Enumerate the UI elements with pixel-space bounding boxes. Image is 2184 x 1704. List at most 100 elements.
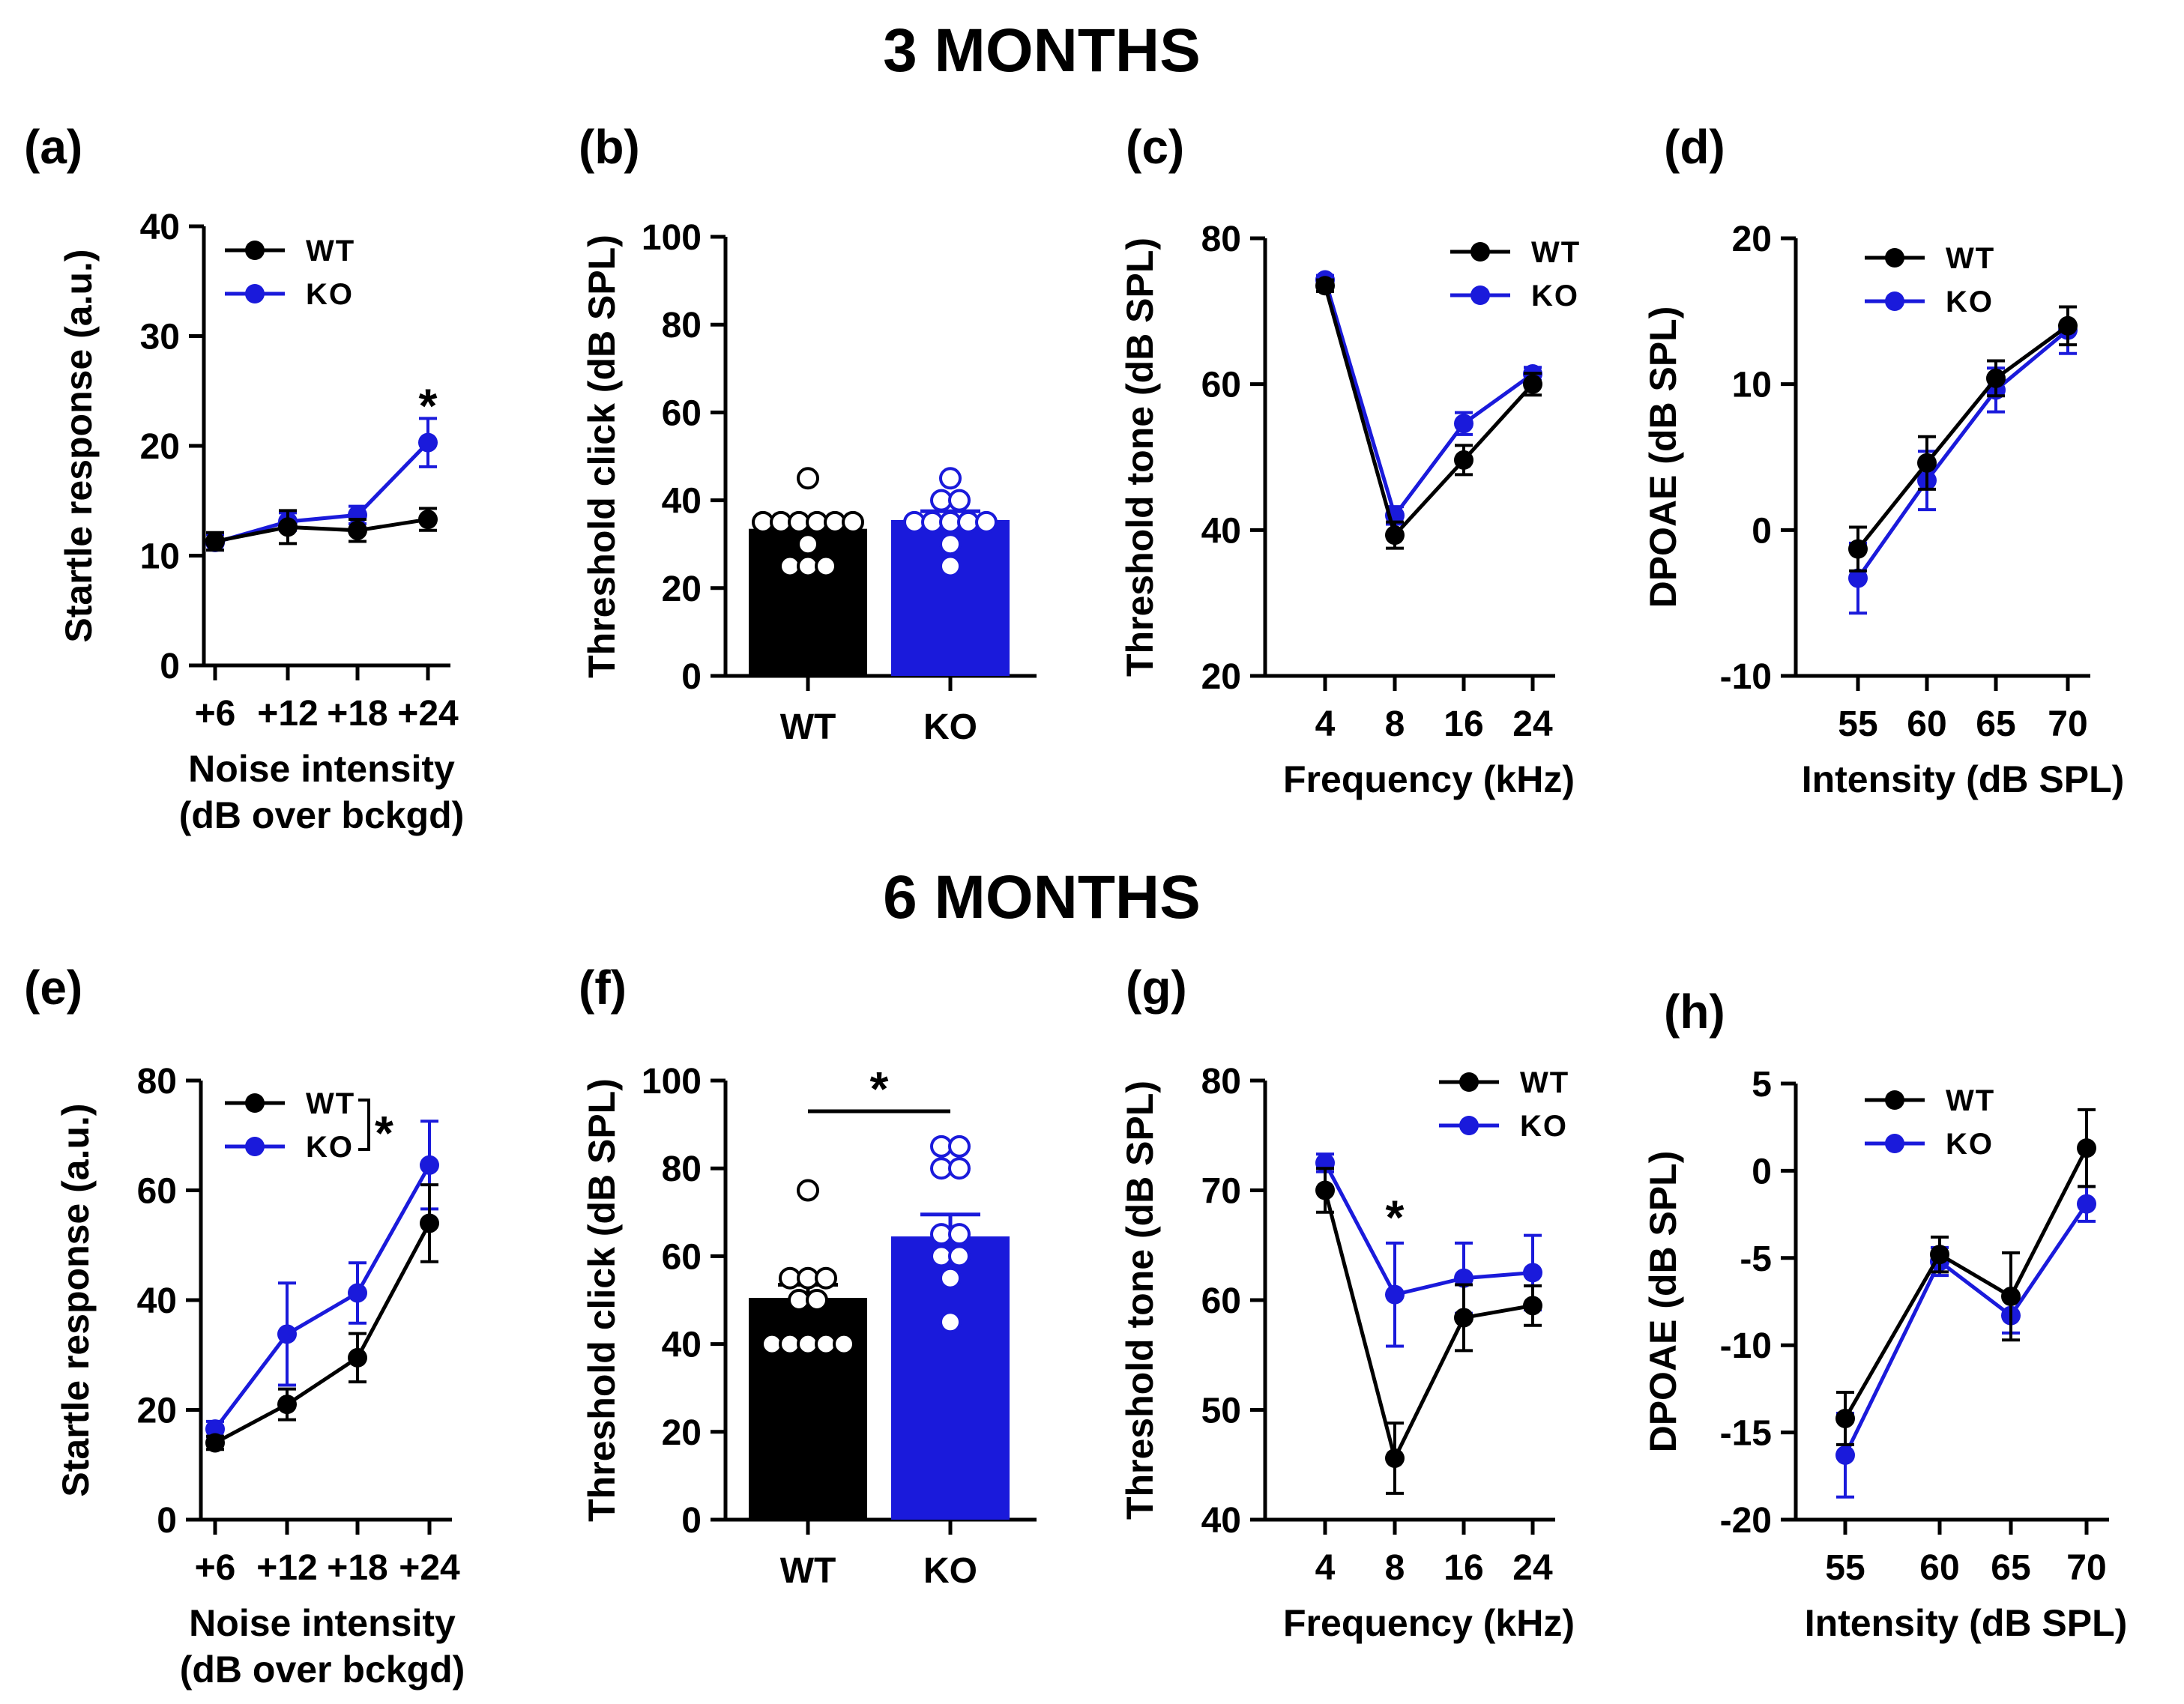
data-point-ko-b — [975, 510, 998, 534]
legend-marker-ko-c — [1470, 285, 1490, 305]
data-point-ko-f — [939, 1266, 962, 1290]
panel-label-g: (g) — [1126, 961, 1187, 1015]
legend-label-ko-d: KO — [1946, 285, 1994, 318]
x-axis-title-h: Intensity (dB SPL) — [1805, 1602, 2128, 1644]
legend-label-ko-h: KO — [1946, 1128, 1994, 1161]
y-tick-label-e: 80 — [137, 1062, 177, 1102]
data-point-wt-b — [797, 533, 819, 556]
x-tick-label-g: 8 — [1385, 1548, 1405, 1588]
x-tick-label-d: 55 — [1838, 704, 1877, 744]
data-point-wt-g — [1523, 1296, 1542, 1316]
y-tick-label-a: 10 — [140, 537, 180, 577]
x-tick-label-h: 60 — [1919, 1548, 1959, 1588]
y-tick-label-c: 40 — [1201, 511, 1241, 551]
y-axis-title-c: Threshold tone (dB SPL) — [1119, 238, 1161, 677]
data-point-wt-d — [2058, 315, 2078, 336]
data-point-wt-a — [278, 517, 298, 537]
legend-label-wt-a: WT — [306, 235, 355, 268]
data-point-ko-d — [1848, 568, 1868, 588]
series-line-ko-c — [1323, 279, 1534, 520]
series-line-ko-d — [1856, 328, 2069, 580]
y-tick-label-h: -20 — [1720, 1501, 1772, 1541]
data-point-wt-g — [1385, 1448, 1405, 1468]
y-tick-label-f: 100 — [642, 1062, 702, 1102]
y-axis-title-e: Startle response (a.u.) — [55, 1103, 97, 1496]
y-tick-label-c: 20 — [1201, 657, 1241, 697]
data-point-ko-f — [939, 1311, 962, 1334]
y-tick-label-a: 30 — [140, 318, 180, 357]
x-axis-title-a: (dB over bckgd) — [179, 794, 465, 836]
y-tick-label-a: 0 — [160, 647, 180, 686]
data-point-ko-f — [948, 1245, 971, 1268]
x-tick-label-d: 65 — [1976, 704, 2015, 744]
legend-marker-ko-g — [1459, 1116, 1479, 1135]
panel-label-d: (d) — [1664, 120, 1725, 174]
y-tick-label-g: 80 — [1201, 1062, 1241, 1102]
x-tick-label-h: 65 — [1991, 1548, 2030, 1588]
legend-label-wt-c: WT — [1531, 236, 1581, 269]
panel-label-f: (f) — [579, 961, 627, 1015]
x-tick-label-c: 4 — [1315, 704, 1336, 744]
x-tick-label-a: +12 — [257, 694, 318, 734]
y-tick-label-g: 60 — [1201, 1281, 1241, 1321]
x-tick-label-h: 55 — [1825, 1548, 1865, 1588]
y-tick-label-b: 80 — [662, 306, 702, 345]
y-tick-label-h: -10 — [1720, 1326, 1772, 1366]
data-point-ko-h — [1835, 1445, 1855, 1465]
y-tick-label-f: 40 — [662, 1326, 702, 1365]
y-tick-label-g: 40 — [1201, 1501, 1241, 1541]
data-point-wt-e — [420, 1213, 439, 1233]
series-line-wt-c — [1323, 285, 1534, 540]
y-axis-title-g: Threshold tone (dB SPL) — [1119, 1081, 1161, 1520]
x-tick-label-b: WT — [780, 707, 836, 747]
y-tick-label-e: 0 — [157, 1501, 177, 1541]
section-title-3-months: 3 MONTHS — [883, 16, 1201, 85]
x-tick-label-f: WT — [780, 1551, 836, 1591]
y-tick-label-e: 60 — [137, 1172, 177, 1212]
y-tick-label-e: 40 — [137, 1281, 177, 1321]
legend-marker-wt-c — [1470, 242, 1490, 262]
series-line-wt-e — [214, 1222, 432, 1445]
data-point-ko-f — [948, 1135, 971, 1158]
data-point-wt-c — [1315, 276, 1335, 296]
y-tick-label-f: 60 — [662, 1237, 702, 1277]
data-point-ko-b — [948, 489, 971, 512]
y-tick-label-b: 100 — [642, 218, 702, 258]
data-point-wt-g — [1454, 1308, 1473, 1328]
legend-label-ko-e: KO — [306, 1131, 354, 1164]
y-tick-label-h: 5 — [1752, 1065, 1772, 1105]
data-point-ko-e — [420, 1155, 439, 1175]
legend-label-ko-g: KO — [1520, 1110, 1568, 1143]
data-point-wt-a — [418, 510, 438, 530]
data-point-wt-d — [1848, 539, 1868, 559]
y-tick-label-b: 20 — [662, 569, 702, 609]
y-tick-label-h: 0 — [1752, 1152, 1772, 1191]
significance-star-a: * — [419, 379, 438, 433]
y-tick-label-d: 20 — [1732, 220, 1772, 259]
y-axis-title-d: DPOAE (dB SPL) — [1642, 306, 1684, 608]
y-tick-label-a: 40 — [140, 208, 180, 247]
y-tick-label-h: -5 — [1740, 1239, 1772, 1279]
data-point-ko-f — [948, 1223, 971, 1246]
x-tick-label-a: +6 — [195, 694, 236, 734]
legend-label-wt-h: WT — [1946, 1084, 1995, 1117]
x-tick-label-g: 16 — [1444, 1548, 1483, 1588]
panel-label-a: (a) — [24, 120, 82, 174]
data-point-wt-h — [2077, 1138, 2096, 1158]
x-axis-title-a: Noise intensity — [188, 748, 455, 790]
y-axis-title-a: Startle response (a.u.) — [58, 249, 100, 642]
data-point-wt-c — [1385, 525, 1405, 546]
data-point-ko-b — [939, 467, 962, 490]
legend-marker-ko-h — [1885, 1134, 1904, 1153]
legend-label-ko-a: KO — [306, 278, 354, 311]
x-tick-label-e: +12 — [256, 1548, 317, 1588]
panel-label-c: (c) — [1126, 120, 1184, 174]
y-tick-label-c: 80 — [1201, 220, 1241, 259]
significance-star-e: * — [375, 1106, 393, 1160]
series-line-ko-a — [214, 441, 429, 545]
legend-marker-wt-d — [1885, 248, 1904, 268]
x-tick-label-c: 24 — [1512, 704, 1553, 744]
legend-marker-ko-e — [245, 1137, 265, 1156]
data-point-wt-h — [1930, 1245, 1949, 1265]
